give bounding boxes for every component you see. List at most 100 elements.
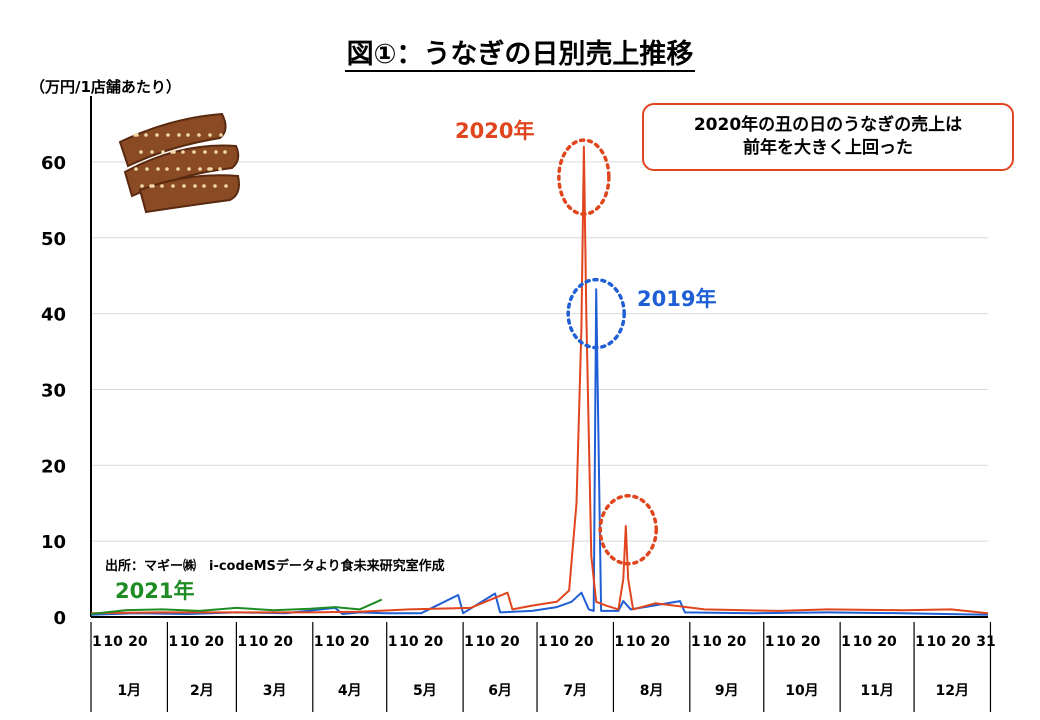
series-label-2019: 2019年	[637, 287, 716, 311]
day-tick-label: 20	[801, 634, 821, 650]
eel-highlight	[176, 167, 180, 171]
y-tick-label: 10	[41, 532, 66, 553]
eel-highlight	[197, 133, 201, 137]
eel-highlight	[192, 150, 196, 154]
day-tick-label: 1	[765, 634, 775, 650]
day-tick-label: 10	[702, 634, 722, 650]
day-tick-label: 10	[399, 634, 419, 650]
eel-highlight	[209, 167, 213, 171]
y-unit-label: （万円/1店舗あたり）	[30, 78, 181, 96]
day-tick-label: 20	[500, 634, 520, 650]
eel-highlight	[151, 184, 155, 188]
day-tick-label: 20	[951, 634, 971, 650]
day-tick-label: 10	[626, 634, 646, 650]
day-tick-label: 20	[651, 634, 671, 650]
month-label: 10月	[785, 683, 818, 699]
peak-circle-2019	[566, 277, 626, 350]
eel-highlight	[182, 184, 186, 188]
day-tick-label: 10	[927, 634, 947, 650]
day-tick-label: 1	[464, 634, 474, 650]
eel-highlight	[145, 167, 149, 171]
y-tick-label: 50	[41, 229, 66, 250]
month-label: 1月	[117, 683, 141, 699]
eel-highlight	[181, 150, 185, 154]
day-tick-label: 1	[691, 634, 701, 650]
eel-highlight	[224, 184, 228, 188]
eel-highlight	[166, 133, 170, 137]
peak-circle-2020	[557, 138, 611, 216]
eel-highlight	[172, 150, 176, 154]
month-label: 11月	[860, 683, 893, 699]
day-tick-label: 10	[325, 634, 345, 650]
series-line-2021年	[90, 598, 383, 615]
eel-highlight	[214, 150, 218, 154]
day-tick-label: 10	[103, 634, 123, 650]
eel-highlight	[171, 184, 175, 188]
day-tick-label: 10	[549, 634, 569, 650]
day-tick-label: 20	[727, 634, 747, 650]
day-tick-label: 1	[168, 634, 178, 650]
y-tick-label: 30	[41, 380, 66, 401]
day-tick-label: 1	[538, 634, 548, 650]
peak-circle-2020-second	[598, 494, 658, 566]
day-tick-label: 20	[204, 634, 224, 650]
month-label: 9月	[715, 683, 739, 699]
eel-highlight	[193, 184, 197, 188]
month-label: 8月	[640, 683, 664, 699]
y-tick-label: 0	[53, 608, 66, 629]
day-tick-label: 1	[237, 634, 247, 650]
eel-highlight	[160, 184, 164, 188]
month-label: 7月	[563, 683, 587, 699]
eel-highlight	[223, 150, 227, 154]
eel-highlight	[187, 167, 191, 171]
series-label-2020: 2020年	[455, 119, 534, 143]
eel-highlight	[139, 150, 143, 154]
y-tick-label: 40	[41, 305, 66, 326]
eel-highlight	[134, 167, 138, 171]
day-tick-label: 10	[776, 634, 796, 650]
eel-highlight	[140, 184, 144, 188]
month-label: 6月	[488, 683, 512, 699]
day-tick-label: 1	[614, 634, 624, 650]
eel-highlight	[218, 167, 222, 171]
day-tick-label: 20	[350, 634, 370, 650]
annotation-line-1: 2020年の丑の日のうなぎの売上は	[693, 115, 963, 136]
month-label: 3月	[263, 683, 287, 699]
chart-title-text: 図①：うなぎの日別売上推移	[344, 39, 696, 72]
day-tick-label: 1	[841, 634, 851, 650]
y-tick-label: 60	[41, 153, 66, 174]
annotation-callout: 2020年の丑の日のうなぎの売上は 前年を大きく上回った	[642, 103, 1014, 171]
day-tick-label: 10	[476, 634, 496, 650]
eel-illustration	[118, 112, 240, 214]
day-tick-label: 10	[249, 634, 269, 650]
day-tick-label: 20	[273, 634, 293, 650]
day-tick-label-last: 31	[976, 634, 995, 650]
annotation-line-2: 前年を大きく上回った	[742, 138, 913, 158]
eel-highlight	[186, 133, 190, 137]
eel-highlight	[161, 150, 165, 154]
eel-highlight	[208, 133, 212, 137]
day-tick-label: 10	[853, 634, 873, 650]
eel-highlight	[155, 133, 159, 137]
eel-highlight	[165, 167, 169, 171]
day-tick-label: 20	[877, 634, 897, 650]
day-tick-label: 1	[915, 634, 925, 650]
day-tick-label: 1	[388, 634, 398, 650]
eel-highlight	[156, 167, 160, 171]
series-label-2021: 2021年	[115, 579, 194, 603]
series-line-2020年	[90, 145, 989, 615]
eel-highlight	[177, 133, 181, 137]
eel-highlight	[219, 133, 223, 137]
eel-highlight	[202, 184, 206, 188]
month-label: 5月	[413, 683, 437, 699]
month-label: 4月	[338, 683, 362, 699]
chart-title: 図①：うなぎの日別売上推移	[0, 32, 1040, 72]
eel-highlight	[213, 184, 217, 188]
month-label: 2月	[190, 683, 214, 699]
day-tick-label: 20	[424, 634, 444, 650]
day-tick-label: 10	[180, 634, 200, 650]
eel-highlight	[198, 167, 202, 171]
eel-highlight	[135, 133, 139, 137]
day-tick-label: 20	[574, 634, 594, 650]
